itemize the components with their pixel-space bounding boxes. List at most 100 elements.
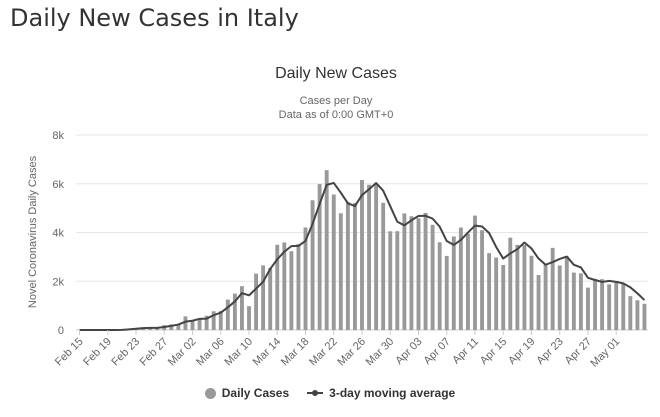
moving-average-point-mar-09[interactable]	[239, 291, 244, 296]
bar-apr-08[interactable]	[451, 236, 456, 331]
moving-average-point-apr-12[interactable]	[480, 224, 485, 229]
bar-apr-07[interactable]	[444, 255, 449, 330]
bar-mar-04[interactable]	[204, 315, 209, 330]
moving-average-point-mar-20[interactable]	[317, 201, 322, 206]
bar-apr-10[interactable]	[465, 233, 470, 330]
bar-apr-05[interactable]	[430, 224, 435, 330]
bar-mar-24[interactable]	[345, 202, 350, 330]
moving-average-point-apr-19[interactable]	[529, 246, 534, 251]
moving-average-point-apr-27[interactable]	[585, 275, 590, 280]
bar-apr-24[interactable]	[564, 256, 569, 330]
moving-average-point-apr-14[interactable]	[494, 244, 499, 249]
moving-average-point-may-02[interactable]	[621, 281, 626, 286]
bar-apr-27[interactable]	[586, 287, 590, 330]
moving-average-point-apr-23[interactable]	[557, 256, 562, 261]
moving-average-point-mar-12[interactable]	[261, 279, 266, 284]
moving-average-point-feb-21[interactable]	[119, 327, 124, 332]
moving-average-point-mar-27[interactable]	[367, 187, 372, 192]
moving-average-point-may-01[interactable]	[614, 279, 619, 284]
moving-average-point-mar-25[interactable]	[352, 204, 357, 209]
moving-average-point-feb-16[interactable]	[84, 328, 89, 333]
bar-mar-11[interactable]	[254, 273, 259, 330]
moving-average-point-feb-26[interactable]	[155, 325, 160, 330]
bar-mar-08[interactable]	[232, 293, 237, 330]
moving-average-point-feb-17[interactable]	[91, 328, 96, 333]
moving-average-point-apr-07[interactable]	[444, 239, 449, 244]
moving-average-point-feb-25[interactable]	[148, 325, 153, 330]
bar-mar-03[interactable]	[197, 318, 202, 330]
moving-average-point-mar-19[interactable]	[310, 221, 315, 226]
bar-mar-25[interactable]	[353, 203, 357, 330]
moving-average-point-mar-13[interactable]	[268, 266, 273, 271]
bar-apr-02[interactable]	[409, 216, 414, 330]
moving-average-point-apr-24[interactable]	[564, 254, 569, 259]
bar-apr-23[interactable]	[557, 265, 562, 331]
moving-average-point-mar-08[interactable]	[232, 299, 237, 304]
moving-average-point-apr-16[interactable]	[508, 251, 513, 256]
bar-may-02[interactable]	[621, 283, 626, 330]
moving-average-point-apr-05[interactable]	[430, 216, 435, 221]
bar-feb-25[interactable]	[148, 327, 153, 330]
bar-apr-06[interactable]	[437, 242, 442, 330]
bar-mar-27[interactable]	[367, 184, 371, 330]
moving-average-point-apr-30[interactable]	[607, 278, 612, 283]
moving-average-point-mar-18[interactable]	[303, 238, 308, 243]
moving-average-point-mar-14[interactable]	[275, 257, 280, 262]
moving-average-point-apr-03[interactable]	[416, 213, 421, 218]
moving-average-point-mar-28[interactable]	[374, 181, 379, 186]
bar-apr-19[interactable]	[529, 255, 534, 330]
bar-mar-22[interactable]	[331, 194, 336, 330]
bar-apr-17[interactable]	[515, 244, 520, 330]
moving-average-point-feb-29[interactable]	[176, 322, 181, 327]
moving-average-point-mar-05[interactable]	[211, 313, 216, 318]
moving-average-point-mar-26[interactable]	[360, 193, 365, 198]
moving-average-point-feb-20[interactable]	[112, 328, 117, 333]
moving-average-point-may-03[interactable]	[628, 285, 633, 290]
bar-apr-12[interactable]	[480, 230, 484, 330]
bar-mar-31[interactable]	[395, 231, 400, 330]
moving-average-point-feb-28[interactable]	[169, 323, 174, 328]
moving-average-point-feb-18[interactable]	[98, 328, 103, 333]
moving-average-point-apr-13[interactable]	[487, 230, 492, 235]
bar-mar-06[interactable]	[218, 311, 223, 330]
bar-apr-01[interactable]	[402, 213, 407, 330]
moving-average-point-apr-17[interactable]	[515, 247, 520, 252]
bar-mar-10[interactable]	[247, 306, 251, 330]
bar-mar-07[interactable]	[225, 299, 230, 330]
bar-apr-03[interactable]	[416, 218, 421, 330]
bar-mar-29[interactable]	[381, 202, 386, 330]
bar-mar-12[interactable]	[261, 265, 266, 330]
moving-average-point-apr-28[interactable]	[593, 278, 598, 283]
legend-item-daily-cases[interactable]: Daily Cases	[204, 386, 289, 400]
moving-average-point-mar-16[interactable]	[289, 244, 294, 249]
bar-mar-17[interactable]	[296, 244, 301, 330]
bar-apr-20[interactable]	[536, 275, 541, 330]
bar-apr-22[interactable]	[550, 247, 555, 330]
moving-average-point-mar-10[interactable]	[247, 293, 252, 298]
moving-average-point-mar-30[interactable]	[388, 204, 393, 209]
moving-average-point-apr-11[interactable]	[472, 223, 477, 228]
bar-apr-13[interactable]	[487, 253, 492, 330]
bar-apr-29[interactable]	[600, 279, 605, 330]
moving-average-point-may-05[interactable]	[642, 298, 647, 303]
bar-mar-26[interactable]	[360, 180, 364, 330]
moving-average-point-mar-11[interactable]	[254, 286, 259, 291]
bar-apr-30[interactable]	[607, 284, 612, 330]
moving-average-point-mar-29[interactable]	[381, 188, 386, 193]
bar-mar-16[interactable]	[289, 251, 294, 330]
moving-average-point-apr-18[interactable]	[522, 240, 527, 245]
moving-average-point-may-04[interactable]	[635, 291, 640, 296]
moving-average-point-apr-20[interactable]	[536, 256, 541, 261]
bar-apr-16[interactable]	[508, 237, 513, 330]
moving-average-point-apr-06[interactable]	[437, 224, 442, 229]
bar-mar-13[interactable]	[268, 267, 273, 330]
moving-average-point-apr-10[interactable]	[465, 230, 470, 235]
moving-average-point-apr-26[interactable]	[578, 265, 583, 270]
bar-feb-28[interactable]	[169, 324, 174, 330]
bar-mar-21[interactable]	[324, 170, 329, 330]
bar-may-05[interactable]	[642, 303, 647, 330]
bar-apr-18[interactable]	[522, 244, 527, 330]
bar-may-04[interactable]	[635, 300, 640, 330]
bar-apr-21[interactable]	[543, 263, 548, 330]
moving-average-point-apr-29[interactable]	[600, 279, 605, 284]
